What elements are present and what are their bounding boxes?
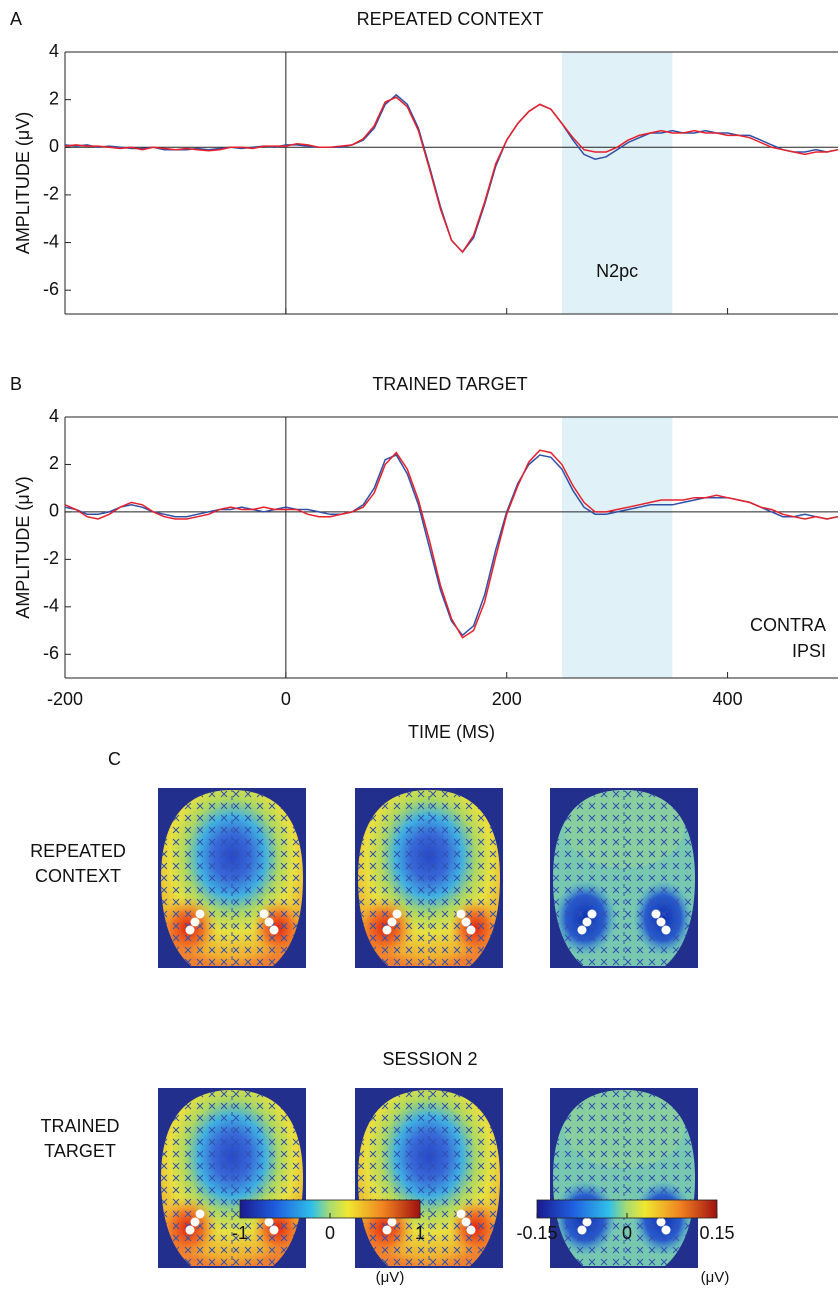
colorbar-tick-label: 0.15 — [699, 1223, 734, 1243]
colorbar-tick-label: -1 — [232, 1223, 248, 1243]
colorbar-tick-label: 1 — [415, 1223, 425, 1243]
legend-entry: CONTRA — [750, 615, 826, 635]
row-label: CONTEXT — [35, 866, 121, 886]
window-label: N2pc — [596, 261, 638, 281]
panel-label: C — [108, 749, 121, 769]
series-line — [64, 96, 839, 254]
y-tick-label: 4 — [49, 406, 59, 426]
colorbar-unit: (μV) — [701, 1269, 730, 1286]
chart-title: REPEATED CONTEXT — [357, 9, 544, 29]
y-tick-label: 2 — [49, 88, 59, 108]
x-tick-label: -200 — [47, 689, 83, 709]
legend-entry: IPSI — [792, 641, 826, 661]
colorbar-tick-label: -0.15 — [516, 1223, 557, 1243]
series-line — [64, 93, 839, 254]
panel-label: B — [10, 374, 22, 394]
topomap-difference — [550, 788, 698, 968]
y-tick-label: 0 — [49, 136, 59, 156]
y-tick-label: -2 — [43, 548, 59, 568]
session-label: SESSION 2 — [382, 1049, 477, 1069]
topomap — [355, 1088, 503, 1268]
y-tick-label: 4 — [49, 41, 59, 61]
y-tick-label: -4 — [43, 596, 59, 616]
topomap — [355, 788, 503, 968]
colorbar-tick-label: 0 — [325, 1223, 335, 1243]
series-line — [64, 449, 839, 639]
chart-title: TRAINED TARGET — [372, 374, 527, 394]
y-axis-label: AMPLITUDE (μV) — [13, 476, 33, 618]
x-tick-label: 0 — [281, 689, 291, 709]
x-axis-label: TIME (MS) — [408, 722, 495, 742]
y-tick-label: 2 — [49, 453, 59, 473]
y-tick-label: -4 — [43, 231, 59, 251]
row-label: TRAINED — [40, 1116, 119, 1136]
colorbar-unit: (μV) — [376, 1269, 405, 1286]
shaded-window — [561, 417, 673, 678]
y-tick-label: -2 — [43, 184, 59, 204]
topomap — [158, 788, 306, 968]
row-label: TARGET — [44, 1141, 116, 1161]
x-tick-label: 200 — [492, 689, 522, 709]
shaded-window — [561, 52, 673, 314]
series-line — [64, 454, 839, 637]
panel-label: A — [10, 9, 22, 29]
y-tick-label: -6 — [43, 279, 59, 299]
colorbar-tick-label: 0 — [622, 1223, 632, 1243]
y-tick-label: -6 — [43, 643, 59, 663]
row-label: REPEATED — [30, 841, 126, 861]
x-tick-label: 400 — [713, 689, 743, 709]
y-tick-label: 0 — [49, 501, 59, 521]
y-axis-label: AMPLITUDE (μV) — [13, 112, 33, 254]
